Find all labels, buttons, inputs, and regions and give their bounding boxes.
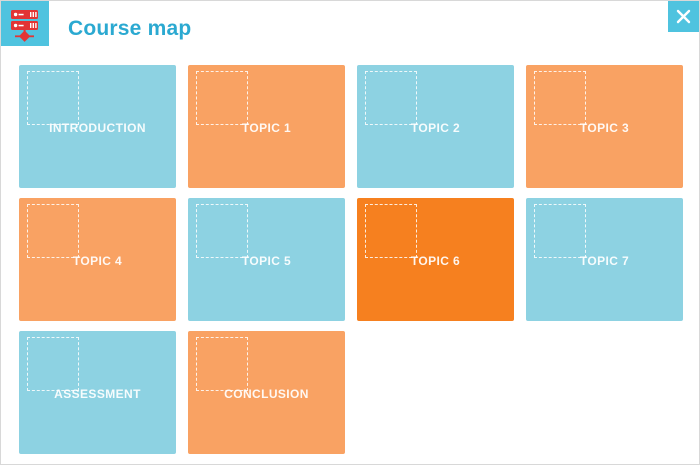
server-network-icon [1,1,49,46]
page-title: Course map [68,17,192,40]
image-placeholder-box [365,204,417,258]
course-tile-topic-2[interactable]: TOPIC 2 [357,65,514,188]
course-tile-introduction[interactable]: INTRODUCTION [19,65,176,188]
course-tile-topic-5[interactable]: TOPIC 5 [188,198,345,321]
course-tile-topic-7[interactable]: TOPIC 7 [526,198,683,321]
course-grid: INTRODUCTION TOPIC 1 TOPIC 2 TOPIC 3 TOP… [19,65,683,454]
close-button[interactable] [668,1,699,32]
tile-label: TOPIC 1 [241,121,292,135]
tile-label: TOPIC 7 [579,254,630,268]
image-placeholder-box [196,71,248,125]
tile-label: TOPIC 2 [410,121,461,135]
course-tile-topic-6[interactable]: TOPIC 6 [357,198,514,321]
course-tile-topic-3[interactable]: TOPIC 3 [526,65,683,188]
image-placeholder-box [27,204,79,258]
course-tile-topic-1[interactable]: TOPIC 1 [188,65,345,188]
course-tile-topic-4[interactable]: TOPIC 4 [19,198,176,321]
tile-label: INTRODUCTION [49,121,146,135]
tile-label: TOPIC 4 [72,254,123,268]
image-placeholder-box [196,337,248,391]
image-placeholder-box [365,71,417,125]
image-placeholder-box [196,204,248,258]
close-x-icon [676,9,691,24]
image-placeholder-box [534,204,586,258]
tile-label: TOPIC 5 [241,254,292,268]
image-placeholder-box [534,71,586,125]
image-placeholder-box [27,337,79,391]
tile-label: CONCLUSION [224,387,309,401]
tile-label: TOPIC 3 [579,121,630,135]
course-tile-conclusion[interactable]: CONCLUSION [188,331,345,454]
course-tile-assessment[interactable]: ASSESSMENT [19,331,176,454]
tile-label: TOPIC 6 [410,254,461,268]
tile-label: ASSESSMENT [54,387,141,401]
image-placeholder-box [27,71,79,125]
